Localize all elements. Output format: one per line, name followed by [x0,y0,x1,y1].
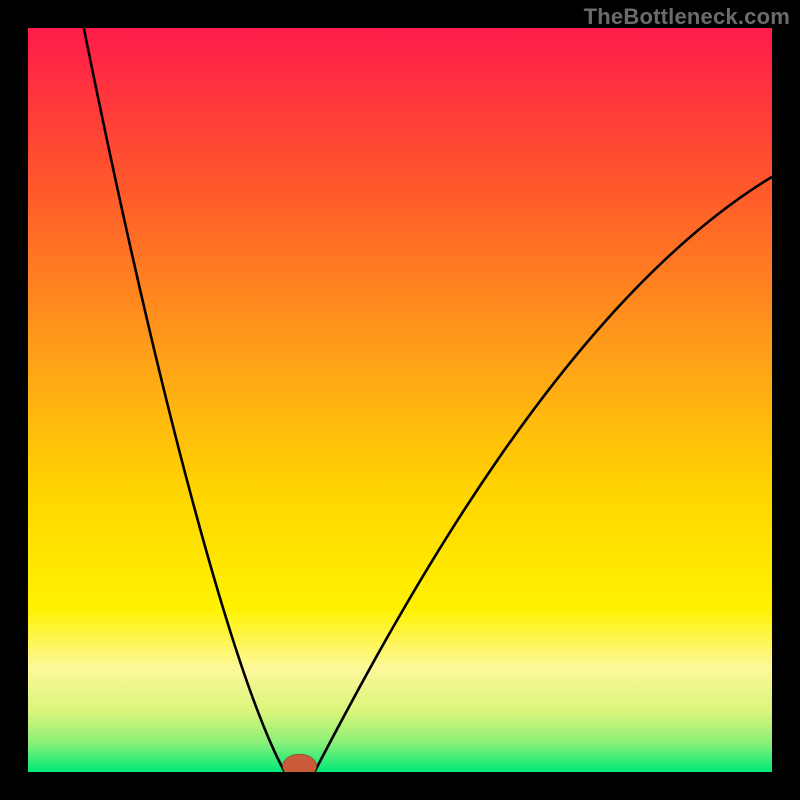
gradient-background [28,28,772,772]
watermark-text: TheBottleneck.com [584,4,790,30]
chart-svg [28,28,772,772]
plot-area [28,28,772,772]
chart-frame: TheBottleneck.com [0,0,800,800]
